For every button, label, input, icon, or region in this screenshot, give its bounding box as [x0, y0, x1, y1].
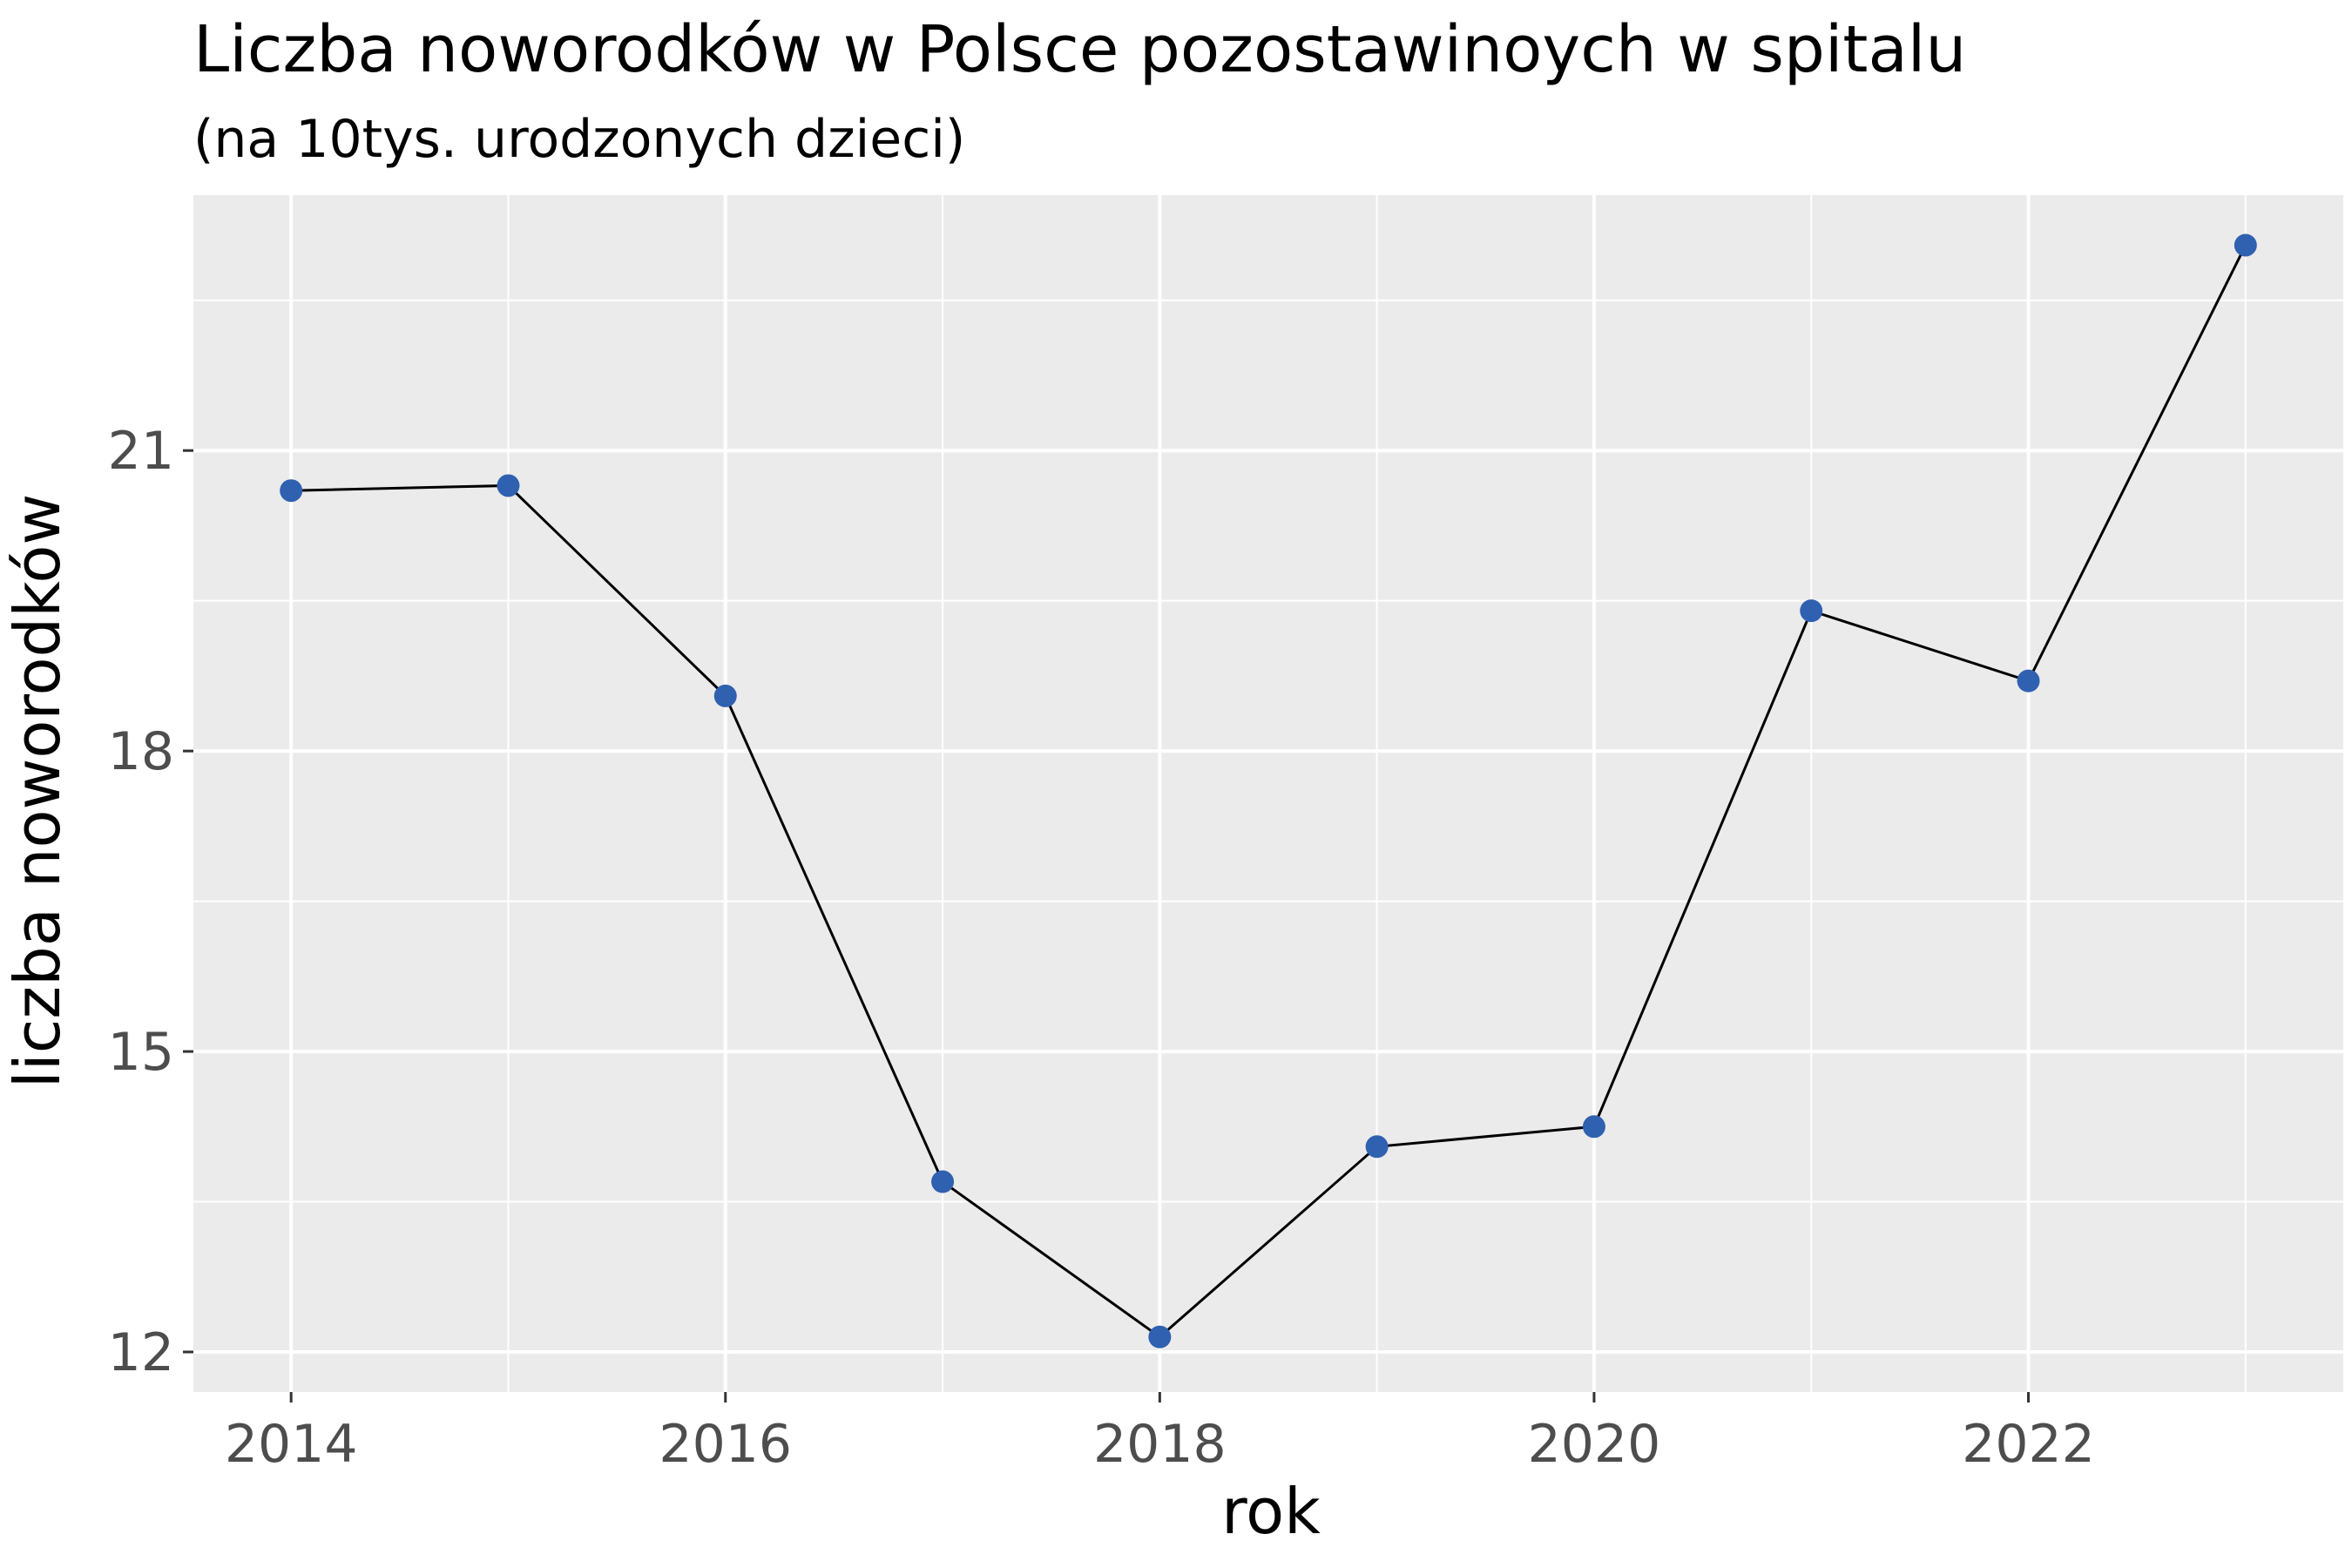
- data-point: [2017, 669, 2040, 693]
- data-point: [497, 474, 520, 497]
- y-tick-label: 15: [108, 1022, 174, 1083]
- y-axis-tick-labels: 12 15 18 21: [108, 421, 174, 1383]
- y-tick-label: 21: [108, 421, 174, 482]
- chart-title: Liczba noworodków w Polsce pozostawinoyc…: [193, 12, 1966, 87]
- x-tick-label: 2022: [1962, 1414, 2095, 1475]
- axis-ticks: [183, 449, 2031, 1402]
- data-point: [931, 1170, 955, 1193]
- plot-panel: [193, 195, 2343, 1392]
- minor-gridlines: [193, 195, 2343, 1392]
- data-point: [280, 479, 303, 503]
- y-tick-label: 12: [108, 1322, 174, 1383]
- x-tick-label: 2020: [1528, 1414, 1661, 1475]
- series-points: [280, 233, 2257, 1348]
- series-line: [291, 244, 2247, 1339]
- series-lines: [291, 244, 2247, 1339]
- data-point: [1365, 1135, 1389, 1159]
- x-axis-tick-labels: 2014 2016 2018 2020 2022: [225, 1414, 2095, 1475]
- data-point: [1148, 1325, 1172, 1348]
- major-gridlines: [193, 195, 2343, 1392]
- data-point: [1800, 599, 1823, 623]
- y-axis-title: liczba noworodków: [1, 494, 74, 1089]
- y-tick-label: 18: [108, 721, 174, 782]
- data-point: [713, 684, 737, 707]
- x-axis-title: rok: [1221, 1475, 1321, 1548]
- data-point: [1582, 1115, 1605, 1139]
- data-point: [2234, 233, 2257, 257]
- x-tick-label: 2018: [1093, 1414, 1227, 1475]
- chart-subtitle: (na 10tys. urodzonych dzieci): [193, 109, 965, 170]
- x-tick-label: 2014: [225, 1414, 358, 1475]
- x-tick-label: 2016: [659, 1414, 792, 1475]
